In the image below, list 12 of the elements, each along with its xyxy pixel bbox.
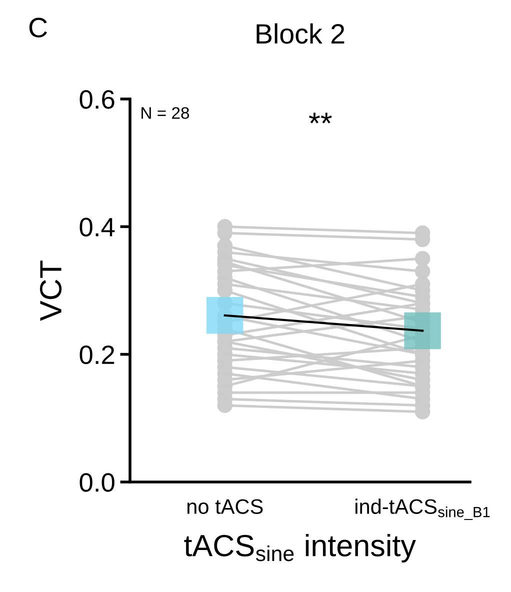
text: C [29, 18, 47, 38]
y-tick-label: 0.6 [80, 90, 114, 109]
x-tick-label: ind-tACS$_{sine_B1}$ [356, 498, 490, 520]
y-axis-title: VCT [40, 260, 62, 321]
x-tick-label: no tACS [187, 499, 263, 514]
y-tick-label: 0.4 [80, 218, 115, 236]
annotation: N = 28 [142, 107, 190, 119]
annotation: ** [309, 112, 332, 124]
x-axis-title: tACS$_{sine}$ intensity [184, 534, 416, 562]
y-tick-label: 0.0 [80, 473, 114, 492]
chart-title: Block 2 [256, 23, 344, 44]
y-tick-label: 0.2 [80, 345, 114, 364]
